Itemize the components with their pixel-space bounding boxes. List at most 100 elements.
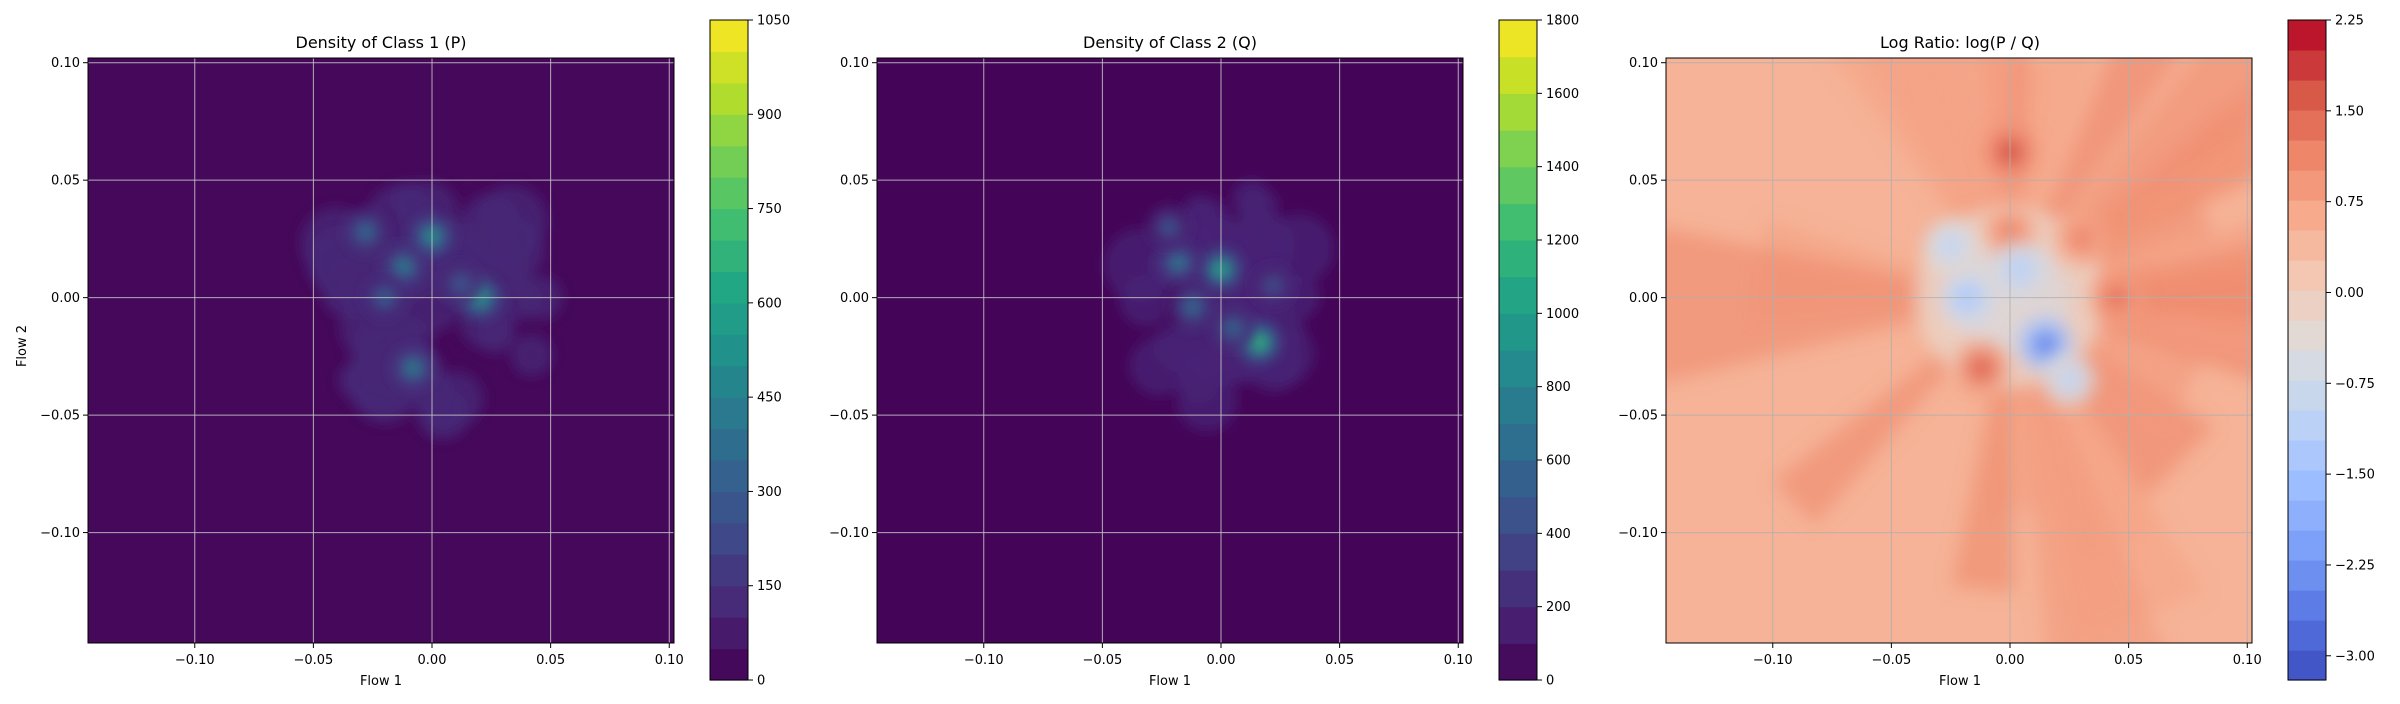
density-peak — [1146, 205, 1191, 250]
ratio-coldspot — [1924, 219, 1977, 272]
colorbar-band — [2288, 590, 2326, 621]
colorbar-tick-label: 600 — [757, 296, 782, 311]
colorbar-band — [2288, 50, 2326, 81]
colorbar-band — [2288, 380, 2326, 411]
x-tick-label: 0.05 — [536, 653, 565, 668]
colorbar-band — [710, 271, 748, 304]
colorbar-tick-label: 1.50 — [2335, 104, 2364, 119]
density-field — [1666, 58, 2252, 643]
colorbar-band — [710, 145, 748, 178]
y-tick-label: −0.10 — [40, 526, 80, 541]
colorbar: 2.25 1.50 0.75 0.00 −0.75 −1.50 −2.25 −3.00 — [2287, 14, 2375, 681]
y-tick-label: 0.00 — [51, 291, 80, 306]
colorbar-band — [2288, 200, 2326, 231]
colorbar-band — [1499, 496, 1537, 534]
colorbar-band — [2288, 260, 2326, 291]
y-tick-label: −0.10 — [829, 526, 869, 541]
ratio-hotspot — [1955, 342, 2008, 395]
density-field — [1103, 179, 1335, 432]
colorbar-tick-label: 300 — [757, 485, 782, 500]
y-axis-label: Flow 2 — [15, 325, 30, 367]
x-tick-label: −0.10 — [175, 653, 215, 668]
panel-density-p: Density of Class 1 (P) Flow 1 Flow 2 −0.… — [15, 14, 790, 690]
colorbar-band — [2288, 140, 2326, 171]
colorbar-band — [2288, 290, 2326, 321]
colorbar-band — [710, 82, 748, 115]
colorbar-tick-label: 0.00 — [2335, 286, 2364, 301]
colorbar-band — [1499, 313, 1537, 351]
colorbar-band — [710, 617, 748, 650]
colorbar-tick-label: −1.50 — [2335, 468, 2375, 483]
colorbar-frame — [709, 19, 749, 681]
colorbar-band — [1499, 460, 1537, 498]
density-peak — [343, 209, 388, 254]
colorbar-band — [2288, 500, 2326, 531]
x-tick-label: 0.00 — [418, 653, 447, 668]
colorbar-band — [1499, 166, 1537, 204]
y-tick-label: 0.00 — [840, 291, 869, 306]
density-peak — [1170, 285, 1215, 330]
colorbar-band — [710, 648, 748, 681]
colorbar-tick-label: −2.25 — [2335, 558, 2375, 573]
colorbar-band — [2288, 410, 2326, 441]
colorbar-tick-label: 750 — [757, 202, 782, 217]
colorbar-band — [710, 491, 748, 524]
axes-frame — [876, 57, 1464, 644]
panel-density-q: Density of Class 2 (Q) Flow 1 −0.10 −0.05… — [829, 14, 1579, 690]
colorbar-frame — [2287, 19, 2327, 681]
colorbar-band — [1499, 350, 1537, 388]
y-tick-label: 0.05 — [51, 174, 80, 189]
x-axis-label: Flow 1 — [1939, 674, 1981, 689]
x-tick-label: 0.10 — [2233, 653, 2262, 668]
x-tick-label: −0.10 — [964, 653, 1004, 668]
x-tick-label: 0.00 — [1207, 653, 1236, 668]
y-tick-label: −0.05 — [829, 409, 869, 424]
colorbar-band — [1499, 643, 1537, 681]
chart-title: Density of Class 1 (P) — [296, 33, 467, 52]
y-tick-label: 0.05 — [840, 174, 869, 189]
colorbar-tick-label: 1200 — [1546, 234, 1579, 249]
colorbar-band — [710, 302, 748, 335]
colorbar-tick-label: 1400 — [1546, 160, 1579, 175]
density-peak — [1251, 263, 1296, 308]
colorbar-band — [710, 585, 748, 618]
axes-frame — [1665, 57, 2253, 644]
y-tick-label: 0.10 — [51, 56, 80, 71]
y-tick-label: 0.10 — [1629, 56, 1658, 71]
colorbar-band — [710, 240, 748, 273]
colorbar-band — [2288, 650, 2326, 681]
colorbar-band — [2288, 170, 2326, 201]
panel-log-ratio: Log Ratio: log(P / Q) Flow 1 −0.10 −0.05 0… — [1618, 14, 2375, 690]
colorbar-band — [710, 460, 748, 493]
colorbar-tick-label: 0 — [757, 674, 765, 689]
colorbar-band — [710, 20, 748, 53]
colorbar-band — [1499, 203, 1537, 241]
colorbar-tick-label: 600 — [1546, 454, 1571, 469]
colorbar-band — [1499, 93, 1537, 131]
chart-title: Density of Class 2 (Q) — [1083, 33, 1257, 52]
chart-title: Log Ratio: log(P / Q) — [1880, 33, 2040, 52]
colorbar-tick-label: 1800 — [1546, 14, 1579, 29]
x-tick-label: 0.05 — [2114, 653, 2143, 668]
colorbar-band — [710, 397, 748, 430]
grid — [88, 58, 674, 643]
y-tick-label: −0.05 — [1618, 409, 1658, 424]
colorbar-tick-label: 2.25 — [2335, 14, 2364, 29]
colorbar-band — [1499, 533, 1537, 571]
colorbar-band — [2288, 440, 2326, 471]
x-tick-label: −0.05 — [293, 653, 333, 668]
density-peak — [1210, 306, 1255, 351]
colorbar-band — [1499, 56, 1537, 94]
colorbar-band — [2288, 530, 2326, 561]
density-peak — [1156, 240, 1201, 285]
y-tick-label: 0.00 — [1629, 291, 1658, 306]
colorbar-band — [710, 208, 748, 241]
colorbar-band — [2288, 110, 2326, 141]
colorbar-band — [1499, 240, 1537, 278]
x-tick-label: 0.10 — [1444, 653, 1473, 668]
x-tick-label: −0.05 — [1082, 653, 1122, 668]
colorbar-band — [710, 114, 748, 147]
colorbar-band — [1499, 130, 1537, 168]
x-tick-label: −0.10 — [1753, 653, 1793, 668]
